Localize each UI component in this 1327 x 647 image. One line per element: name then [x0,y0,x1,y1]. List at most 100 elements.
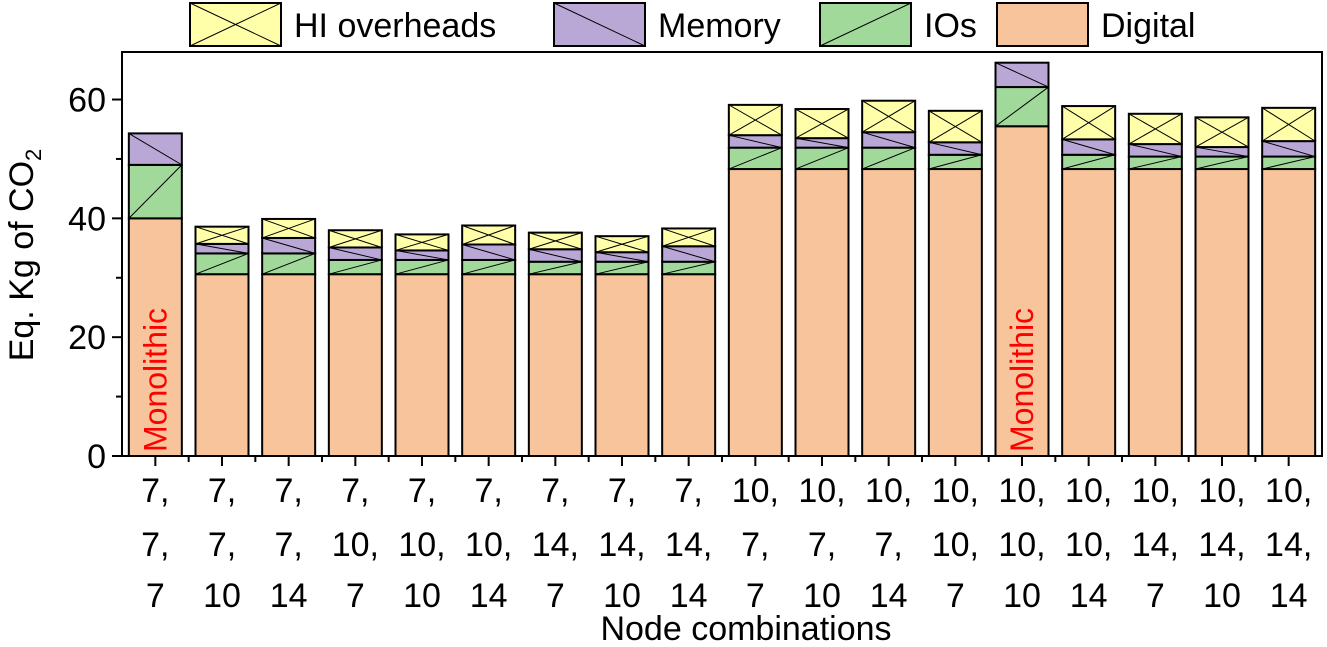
legend-swatch-ios-hatch-slash [819,2,912,47]
bar-13-digital-segment-group [927,168,983,458]
bar-5-ios-segment-hatch-slash [395,259,449,275]
bar-4-ios-segment-group [327,258,383,276]
x-tick-label-16-line-3: 7 [1146,577,1165,615]
bar-11-digital-segment-group [794,168,850,458]
x-tick-label-13-line-3: 7 [946,577,965,615]
bar-14-digital-segment-group [994,125,1050,457]
bar-8-memory-segment-group [594,251,650,263]
x-tick-label-15-line-1: 10, [1065,472,1112,510]
bar-1-memory-segment-hatch-backslash [128,132,183,166]
x-tick-label-10-line-2: 7, [741,526,769,564]
bar-13-ios-segment-hatch-slash [928,154,982,170]
bar-3-memory-segment-group [261,236,317,255]
bar-14-memory-segment-hatch-backslash [995,62,1049,88]
x-tick-label-17-line-2: 14, [1198,526,1245,564]
bar-6-hi-overheads-segment-group [461,224,517,246]
bar-8-hi-overheads-segment-hatch-backslash [595,235,649,253]
bar-11-hi-overheads-segment-hatch-backslash [795,108,849,139]
bar-12-hi-overheads-segment-group [861,99,917,134]
x-tick-label-1-line-1: 7, [141,472,169,510]
bar-8-memory-segment-hatch-backslash [595,251,649,263]
legend-swatch-digital [996,2,1089,47]
legend-swatch-hi-overheads-hatch-backslash [189,2,282,47]
bar-10-memory-segment-group [727,134,783,149]
bar-15-digital-segment [1061,168,1117,458]
bar-16-ios-segment-hatch-slash [1128,156,1182,170]
bar-10-hi-overheads-segment-hatch-backslash [728,104,783,136]
bar-15-memory-segment-hatch-backslash [1062,138,1116,156]
bar-10-hi-overheads-segment-group [727,103,783,137]
y-tick-label-20: 20 [68,319,106,357]
bar-13-digital-segment [927,168,983,458]
bar-3-digital-segment-group [261,273,317,458]
bar-17-memory-segment-hatch-backslash [1195,146,1249,158]
y-tick-label-60: 60 [68,82,106,120]
bar-6-digital-segment [461,273,517,458]
bar-11-hi-overheads-segment-group [794,108,850,140]
bar-2-memory-segment-group [194,242,250,255]
bar-8-hi-overheads-segment-group [594,235,650,254]
bar-2-digital-segment-group [194,273,250,458]
x-tick-label-11-line-1: 10, [798,472,845,510]
bar-11-memory-segment-group [794,137,850,149]
bar-18-memory-segment-group [1261,140,1317,158]
bar-4-hi-overheads-segment-hatch-backslash [328,229,382,248]
y-axis-label: Eq. Kg of CO2 [3,149,46,362]
bar-5-digital-segment [394,273,450,458]
x-tick-label-14-line-3: 10 [1003,577,1041,615]
bar-1-ios-segment-group [127,163,183,220]
bar-15-ios-segment-hatch-slash [1062,154,1116,170]
bar-14-ios-segment-group [994,86,1050,128]
bar-5-memory-segment-hatch-backslash [395,249,449,261]
x-tick-label-4-line-2: 10, [332,526,379,564]
y-axis: 0 20 40 60 [68,82,122,476]
bar-7-ios-segment-group [527,260,583,276]
bar-15-hi-overheads-segment-hatch-backslash [1061,105,1116,140]
bar-14-ios-segment-hatch-slash [995,86,1049,127]
x-tick-label-1-line-2: 7, [141,526,169,564]
x-tick-label-2-line-2: 7, [208,526,236,564]
bar-3-hi-overheads-segment-hatch-backslash [261,218,316,239]
legend-item-ios: IOs [819,2,977,47]
bar-18-hi-overheads-segment-group [1261,106,1317,143]
bar-6-hi-overheads-segment-hatch-backslash [461,225,516,245]
bar-18-ios-segment-hatch-slash [1262,156,1316,170]
bar-13-hi-overheads-segment-group [927,109,983,144]
bar-15-memory-segment-group [1061,138,1117,156]
bar-9-hi-overheads-segment-hatch-backslash [662,227,716,247]
bar-12-memory-segment-group [861,131,917,149]
bar-11-ios-segment-group [794,146,850,171]
bar-13-ios-segment-group [927,153,983,171]
bar-16-digital-segment [1127,168,1183,458]
monolithic-annotation-2: Monolithic [1004,308,1040,452]
x-tick-label-15-line-2: 10, [1065,526,1112,564]
legend-label-ios: IOs [924,7,977,45]
bar-12-digital-segment-group [861,168,917,458]
bar-7-ios-segment-hatch-slash [528,261,582,275]
bar-6-ios-segment-group [461,258,517,276]
legend: HI overheads Memory IOs Digital [189,2,1195,47]
y-axis-label-subscript: 2 [21,149,46,161]
legend-item-hi-overheads: HI overheads [189,2,496,47]
bar-3-hi-overheads-segment-group [261,217,317,239]
x-tick-label-2-line-1: 7, [208,472,236,510]
bar-9-digital-segment [661,273,717,458]
bar-6-digital-segment-group [461,273,517,458]
x-tick-label-11-line-2: 7, [808,526,836,564]
x-tick-label-4-line-1: 7, [341,472,369,510]
bar-7-memory-segment-group [527,248,583,263]
bar-7-digital-segment-group [527,273,583,458]
bar-17-hi-overheads-segment-group [1194,116,1250,149]
bar-2-ios-segment-group [194,252,250,276]
legend-label-digital: Digital [1101,7,1195,45]
x-tick-label-8-line-3: 10 [603,577,641,615]
bar-5-ios-segment-group [394,258,450,276]
bar-7-digital-segment [527,273,583,458]
bar-14-digital-segment [994,125,1050,457]
x-tick-label-10-line-1: 10, [732,472,779,510]
bar-6-memory-segment-group [461,243,517,261]
x-tick-label-13-line-2: 10, [932,526,979,564]
bar-8-ios-segment-hatch-slash [595,261,649,275]
bar-11-memory-segment-hatch-backslash [795,137,849,149]
bar-12-ios-segment-hatch-slash [861,147,916,170]
